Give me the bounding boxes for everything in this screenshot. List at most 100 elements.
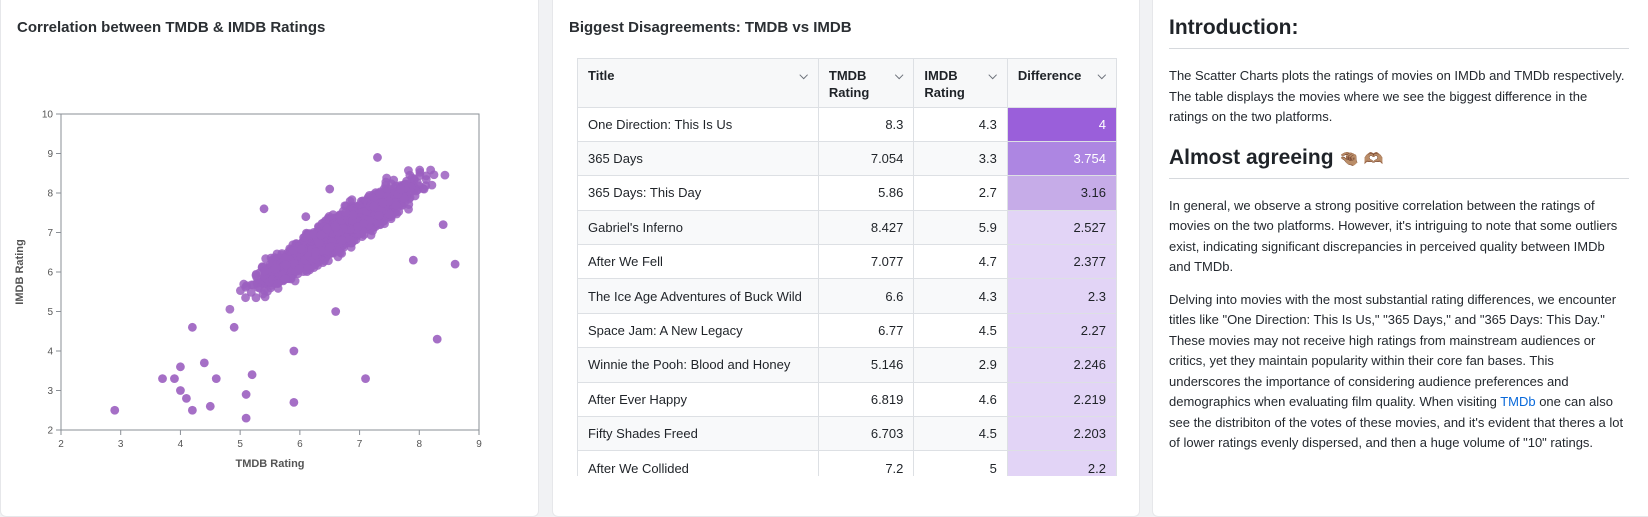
- col-header-imdb[interactable]: IMDB Rating ⌵: [913, 59, 1008, 108]
- scatter-point: [176, 386, 185, 395]
- scatter-point: [248, 280, 258, 290]
- agree-heading-text: Almost agreeing: [1169, 145, 1334, 169]
- table-row[interactable]: 365 Days: This Day 5.86 2.7 3.16: [578, 175, 1117, 211]
- table-row[interactable]: 365 Days 7.054 3.3 3.754: [578, 141, 1117, 177]
- x-tick-label: 3: [118, 439, 124, 450]
- cell-imdb: 4.3: [913, 107, 1008, 142]
- scatter-point: [408, 255, 418, 265]
- cell-title: After We Fell: [578, 244, 819, 280]
- table-row[interactable]: One Direction: This Is Us 8.3 4.3 4: [578, 107, 1117, 142]
- cell-tmdb: 6.703: [818, 416, 915, 452]
- table-row[interactable]: The Ice Age Adventures of Buck Wild 6.6 4.…: [578, 278, 1117, 314]
- scatter-point: [176, 362, 185, 372]
- scatter-point: [158, 374, 167, 384]
- table-row[interactable]: Winnie the Pooh: Blood and Honey 5.146 2.9…: [578, 347, 1117, 383]
- delve-paragraph: Delving into movies with the most substa…: [1169, 290, 1629, 454]
- scatter-point: [247, 370, 257, 380]
- y-axis-label: IMDB Rating: [14, 239, 26, 304]
- col-header-tmdb-label: TMDB Rating: [828, 68, 870, 100]
- chevron-down-icon[interactable]: ⌵: [799, 70, 808, 82]
- cell-tmdb: 7.077: [818, 244, 915, 280]
- cell-tmdb: 6.6: [818, 278, 915, 314]
- scatter-point: [391, 200, 401, 210]
- scatter-point: [251, 293, 261, 303]
- cell-difference: 2.203: [1007, 416, 1117, 452]
- cell-tmdb: 7.2: [818, 450, 915, 476]
- cell-title: Winnie the Pooh: Blood and Honey: [578, 347, 819, 383]
- scatter-point: [389, 175, 399, 185]
- x-tick-label: 4: [178, 439, 184, 450]
- scatter-point: [289, 246, 299, 255]
- article-panel: Introduction: The Scatter Charts plots t…: [1152, 0, 1648, 517]
- scatter-point: [373, 153, 382, 162]
- scatter-point: [289, 397, 299, 407]
- scatter-point: [374, 211, 384, 220]
- table-row[interactable]: After We Fell 7.077 4.7 2.377: [578, 244, 1117, 280]
- cell-tmdb: 8.427: [818, 210, 915, 246]
- col-header-title[interactable]: Title ⌵: [578, 59, 819, 108]
- cell-title: 365 Days: This Day: [578, 175, 819, 211]
- scatter-point: [241, 293, 250, 303]
- table-row[interactable]: After We Collided 7.2 5 2.2: [578, 450, 1117, 476]
- scatter-point: [325, 242, 335, 252]
- cell-difference: 2.527: [1007, 210, 1117, 246]
- scatter-point: [225, 304, 235, 314]
- scatter-point: [281, 260, 291, 270]
- scatter-point: [241, 390, 251, 399]
- scatter-point: [199, 358, 209, 368]
- scatter-point: [110, 405, 120, 415]
- general-paragraph: In general, we observe a strong positive…: [1169, 197, 1618, 275]
- tmdb-link[interactable]: TMDb: [1500, 394, 1536, 409]
- cell-imdb: 4.6: [913, 382, 1008, 418]
- scatter-point: [301, 212, 311, 222]
- chevron-down-icon[interactable]: ⌵: [1097, 70, 1106, 82]
- y-tick-label: 2: [47, 426, 53, 437]
- chevron-down-icon[interactable]: ⌵: [988, 70, 997, 82]
- col-header-tmdb[interactable]: TMDB Rating ⌵: [818, 59, 915, 108]
- scatter-point: [361, 374, 370, 384]
- cell-tmdb: 7.054: [818, 141, 915, 177]
- cell-imdb: 4.3: [913, 278, 1008, 314]
- table-row[interactable]: Space Jam: A New Legacy 6.77 4.5 2.27: [578, 313, 1117, 349]
- cell-imdb: 4.5: [913, 313, 1008, 349]
- cell-difference: 2.377: [1007, 244, 1117, 280]
- cell-difference: 3.754: [1007, 141, 1117, 177]
- scatter-point: [294, 264, 304, 274]
- agree-heading: Almost agreeing 🤏🏽 🫶🏽: [1169, 146, 1629, 179]
- scatter-point: [325, 184, 335, 194]
- cell-imdb: 3.3: [913, 141, 1008, 177]
- table-row[interactable]: Fifty Shades Freed 6.703 4.5 2.203: [578, 416, 1117, 452]
- scatter-point: [271, 263, 281, 273]
- scatter-point: [258, 289, 268, 299]
- scatter-point: [415, 171, 425, 180]
- disagreements-table-wrap[interactable]: Title ⌵ TMDB Rating ⌵ IMDB Rating ⌵ Differe…: [577, 58, 1117, 476]
- scatter-point: [187, 322, 197, 332]
- scatter-point: [396, 185, 406, 194]
- table-row[interactable]: Gabriel's Inferno 8.427 5.9 2.527: [578, 210, 1117, 246]
- disagreements-table: Title ⌵ TMDB Rating ⌵ IMDB Rating ⌵ Differe…: [578, 59, 1117, 476]
- scatter-point: [170, 374, 179, 384]
- cell-difference: 4: [1007, 107, 1117, 142]
- table-row[interactable]: After Ever Happy 6.819 4.6 2.219: [578, 382, 1117, 418]
- x-tick-label: 2: [58, 439, 64, 450]
- x-tick-label: 5: [237, 439, 243, 450]
- x-axis-label: TMDB Rating: [235, 458, 304, 470]
- col-header-imdb-label: IMDB Rating: [924, 68, 965, 100]
- scatter-title: Correlation between TMDB & IMDB Ratings: [17, 19, 326, 36]
- intro-paragraph: The Scatter Charts plots the ratings of …: [1169, 68, 1625, 124]
- intro-heading: Introduction:: [1169, 16, 1629, 49]
- scatter-point: [438, 220, 448, 229]
- col-header-difference[interactable]: Difference ⌵: [1007, 59, 1117, 108]
- cell-title: After Ever Happy: [578, 382, 819, 418]
- cell-imdb: 4.5: [913, 416, 1008, 452]
- scatter-point: [405, 170, 415, 180]
- scatter-point: [331, 307, 341, 316]
- cell-imdb: 4.7: [913, 244, 1008, 280]
- y-tick-label: 8: [47, 189, 53, 200]
- scatter-point: [289, 346, 299, 356]
- scatter-point: [378, 198, 388, 208]
- cell-tmdb: 6.819: [818, 382, 915, 418]
- chevron-down-icon[interactable]: ⌵: [895, 70, 904, 82]
- cell-title: After We Collided: [578, 450, 819, 476]
- scatter-chart: 2 3 4 5 6 7 8 9 2 3 4 5 6 7 8 9 10 TMDB Rating IMDB Rating: [14, 110, 482, 471]
